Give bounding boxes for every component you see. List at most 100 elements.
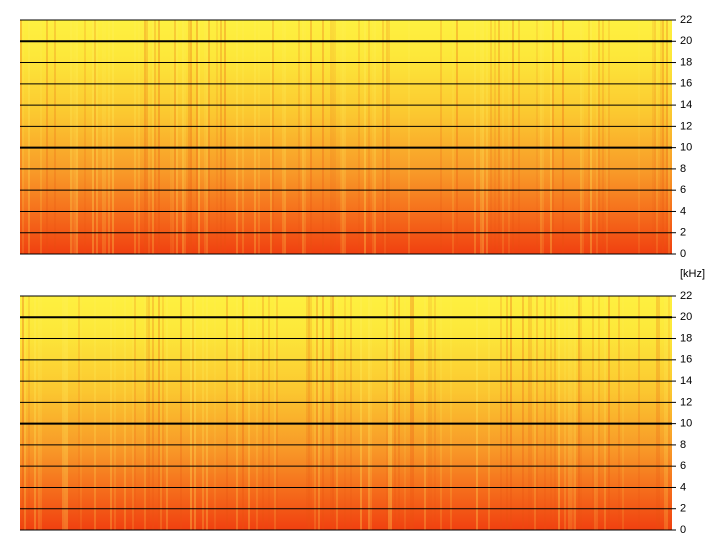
spectrogram-texture bbox=[160, 296, 162, 530]
spectrogram-texture bbox=[502, 20, 504, 254]
spectrogram-texture bbox=[330, 296, 332, 530]
spectrogram-texture bbox=[282, 20, 284, 254]
y-tick-label: 0 bbox=[680, 248, 686, 260]
spectrogram-texture bbox=[596, 20, 598, 254]
spectrogram-texture bbox=[580, 20, 582, 254]
spectrogram-texture bbox=[664, 296, 666, 530]
spectrogram-texture bbox=[598, 20, 600, 254]
spectrogram-texture bbox=[270, 20, 272, 254]
spectrogram-texture bbox=[124, 296, 126, 530]
spectrogram-texture bbox=[424, 296, 426, 530]
y-tick-label: 2 bbox=[680, 503, 686, 515]
spectrogram-texture bbox=[236, 20, 238, 254]
spectrogram-texture bbox=[108, 20, 110, 254]
spectrogram-texture bbox=[440, 20, 442, 254]
spectrogram-texture bbox=[596, 296, 598, 530]
y-tick-label: 6 bbox=[680, 184, 686, 196]
spectrogram-texture bbox=[196, 20, 198, 254]
y-tick-label: 0 bbox=[680, 524, 686, 536]
spectrogram-texture bbox=[28, 296, 30, 530]
spectrogram-texture bbox=[202, 296, 204, 530]
spectrogram-texture bbox=[536, 20, 538, 254]
spectrogram-texture bbox=[216, 20, 218, 254]
spectrogram-texture bbox=[550, 20, 552, 254]
spectrogram-texture bbox=[572, 296, 574, 530]
spectrogram-texture bbox=[386, 20, 388, 254]
spectrogram-texture bbox=[668, 296, 670, 530]
spectrogram-texture bbox=[372, 20, 374, 254]
spectrogram-texture bbox=[176, 20, 178, 254]
spectrogram-texture bbox=[608, 296, 610, 530]
spectrogram-texture bbox=[144, 20, 146, 254]
spectrogram-texture bbox=[360, 296, 362, 530]
spectrogram-texture bbox=[342, 20, 344, 254]
spectrogram-texture bbox=[368, 296, 370, 530]
spectrogram-texture bbox=[412, 296, 414, 530]
spectrogram-texture bbox=[170, 20, 172, 254]
spectrogram-texture bbox=[322, 20, 324, 254]
spectrogram-texture bbox=[386, 296, 388, 530]
y-tick-label: 16 bbox=[680, 78, 692, 90]
spectrogram-texture bbox=[152, 20, 154, 254]
spectrogram-texture bbox=[172, 20, 174, 254]
spectrogram-texture bbox=[344, 20, 346, 254]
spectrogram-texture bbox=[656, 20, 658, 254]
spectrogram-image bbox=[20, 20, 672, 254]
spectrogram-texture bbox=[38, 296, 40, 530]
spectrogram-texture bbox=[456, 20, 458, 254]
spectrogram-texture bbox=[284, 20, 286, 254]
spectrogram-texture bbox=[404, 296, 406, 530]
spectrogram-texture bbox=[242, 296, 244, 530]
spectrogram-texture bbox=[148, 20, 150, 254]
spectrogram-texture bbox=[206, 20, 208, 254]
spectrogram-texture bbox=[450, 296, 452, 530]
spectrogram-texture bbox=[184, 20, 186, 254]
spectrogram-texture bbox=[306, 296, 308, 530]
y-tick-label: 16 bbox=[680, 354, 692, 366]
y-tick-label: 22 bbox=[680, 14, 692, 26]
spectrogram-texture bbox=[134, 20, 136, 254]
spectrogram-texture bbox=[302, 20, 304, 254]
spectrogram-image bbox=[20, 296, 672, 530]
spectrogram-texture bbox=[658, 296, 660, 530]
spectrogram-texture bbox=[528, 296, 530, 530]
spectrogram-texture bbox=[364, 20, 366, 254]
spectrogram-texture bbox=[656, 296, 658, 530]
spectrogram-texture bbox=[350, 296, 352, 530]
spectrogram-texture bbox=[430, 296, 432, 530]
spectrogram-texture bbox=[256, 296, 258, 530]
spectrogram-texture bbox=[494, 20, 496, 254]
spectrogram-texture bbox=[304, 20, 306, 254]
spectrogram-texture bbox=[428, 296, 430, 530]
spectrogram-texture bbox=[76, 20, 78, 254]
spectrogram-texture bbox=[666, 296, 668, 530]
y-tick-label: 12 bbox=[680, 120, 692, 132]
spectrogram-texture bbox=[668, 20, 670, 254]
spectrogram-texture bbox=[322, 296, 324, 530]
spectrogram-texture bbox=[80, 296, 82, 530]
spectrogram-texture bbox=[508, 20, 510, 254]
spectrogram-texture bbox=[198, 20, 200, 254]
y-tick-label: 10 bbox=[680, 418, 692, 430]
spectrogram-texture bbox=[570, 296, 572, 530]
spectrogram-texture bbox=[22, 296, 24, 530]
spectrogram-texture bbox=[330, 20, 332, 254]
spectrogram-texture bbox=[408, 20, 410, 254]
spectrogram-texture bbox=[660, 20, 662, 254]
spectrogram-texture bbox=[578, 296, 580, 530]
spectrogram-texture bbox=[40, 20, 42, 254]
spectrogram-texture bbox=[580, 296, 582, 530]
y-tick-label: 14 bbox=[680, 375, 692, 387]
spectrogram-texture bbox=[162, 296, 164, 530]
spectrogram-texture bbox=[540, 20, 542, 254]
spectrogram-texture bbox=[166, 296, 168, 530]
spectrogram-texture bbox=[54, 20, 56, 254]
spectrogram-texture bbox=[316, 296, 318, 530]
spectrogram-texture bbox=[554, 296, 556, 530]
spectrogram-texture bbox=[96, 20, 98, 254]
spectrogram-texture bbox=[134, 296, 136, 530]
spectrogram-texture bbox=[652, 20, 654, 254]
spectrogram-texture bbox=[262, 296, 264, 530]
spectrogram-texture bbox=[72, 20, 74, 254]
